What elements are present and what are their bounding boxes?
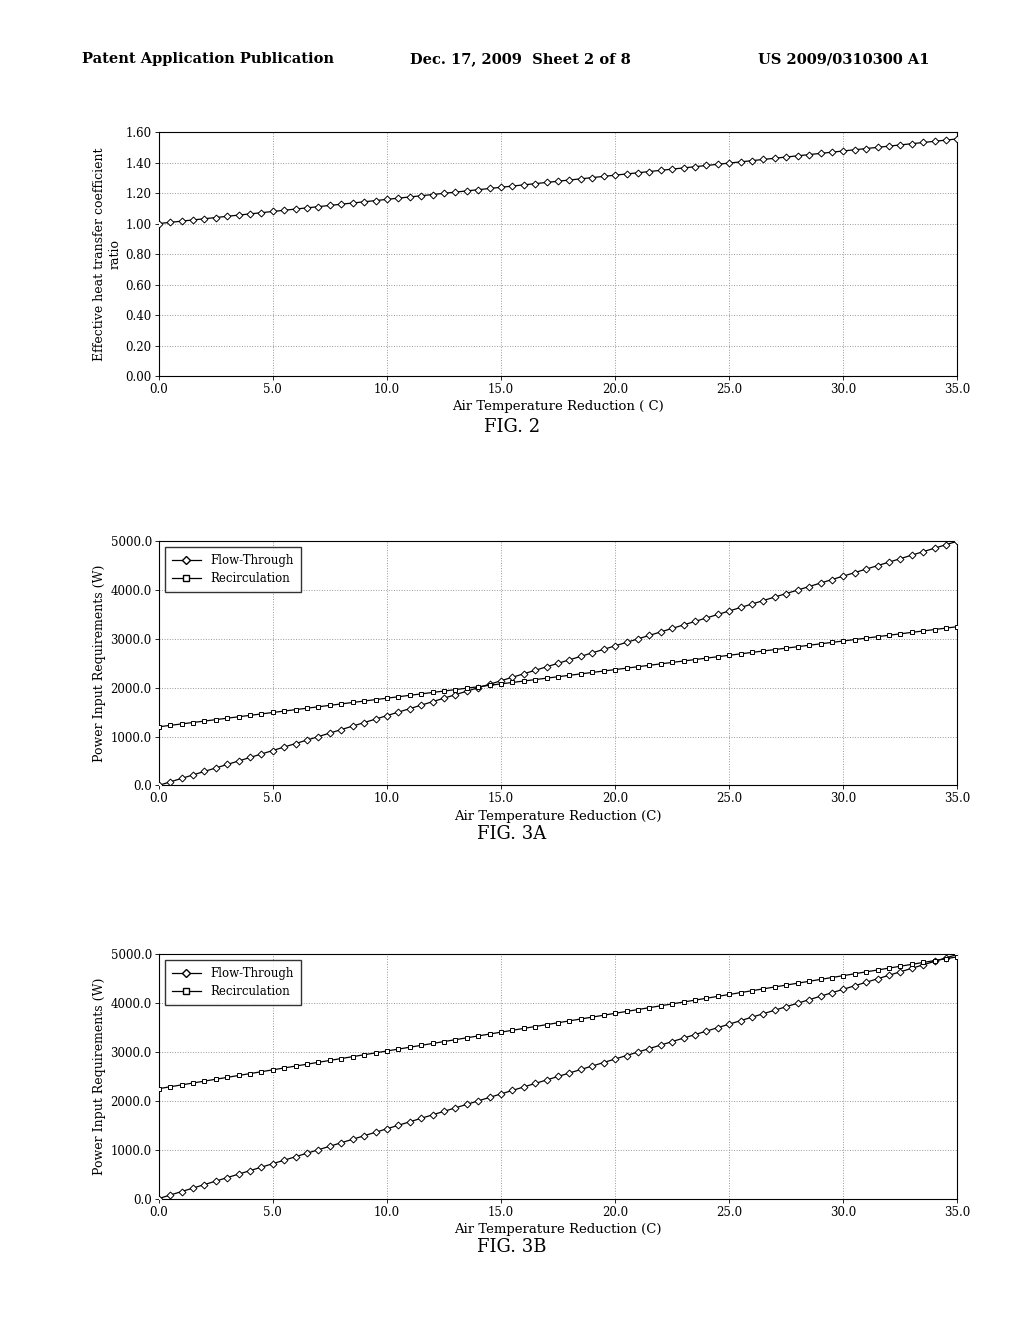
Text: FIG. 2: FIG. 2 [484, 418, 540, 437]
X-axis label: Air Temperature Reduction ( C): Air Temperature Reduction ( C) [453, 400, 664, 413]
X-axis label: Air Temperature Reduction (C): Air Temperature Reduction (C) [455, 809, 662, 822]
Text: FIG. 3A: FIG. 3A [477, 825, 547, 843]
Text: Dec. 17, 2009  Sheet 2 of 8: Dec. 17, 2009 Sheet 2 of 8 [410, 53, 631, 66]
Legend: Flow-Through, Recirculation: Flow-Through, Recirculation [165, 546, 301, 591]
Text: FIG. 3B: FIG. 3B [477, 1238, 547, 1257]
X-axis label: Air Temperature Reduction (C): Air Temperature Reduction (C) [455, 1222, 662, 1236]
Text: Patent Application Publication: Patent Application Publication [82, 53, 334, 66]
Y-axis label: Effective heat transfer coefficient
ratio: Effective heat transfer coefficient rati… [93, 148, 122, 360]
Text: US 2009/0310300 A1: US 2009/0310300 A1 [758, 53, 929, 66]
Y-axis label: Power Input Requirements (W): Power Input Requirements (W) [93, 565, 106, 762]
Legend: Flow-Through, Recirculation: Flow-Through, Recirculation [165, 960, 301, 1005]
Y-axis label: Power Input Requirements (W): Power Input Requirements (W) [93, 978, 106, 1175]
